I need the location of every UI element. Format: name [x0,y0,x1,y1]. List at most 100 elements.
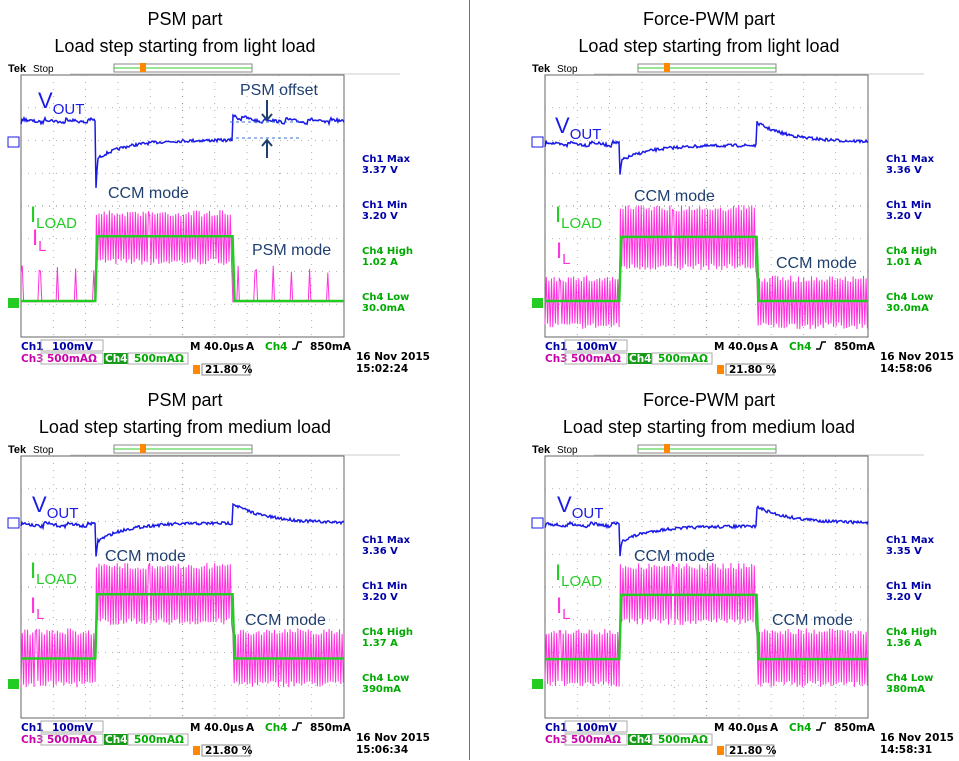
ch4-label: Ch4 [629,734,652,746]
vout-trace [20,502,345,557]
timebase: M 40.0µs [714,722,768,734]
readout-value: 30.0mA [362,303,405,314]
trigger-position-icon [664,63,670,72]
capture-time: 14:58:31 [880,744,932,756]
iload-label: ILOAD [555,560,602,590]
scope-panel: Force-PWM part Load step starting from me… [524,381,959,761]
readout-value: 380mA [886,684,925,695]
mode-label-light: PSM mode [252,242,331,259]
tek-logo: Tek [8,444,27,456]
readout-value: 3.20 V [886,592,922,603]
readout-name: Ch1 Max [362,535,411,546]
capture-date: 16 Nov 2015 [880,351,954,363]
trigger-position: 21.80 % [729,364,777,376]
vout-label: VOUT [38,88,84,118]
psm-offset-label: PSM offset [240,82,319,99]
mode-label-load: CCM mode [108,185,189,202]
ch1-label: Ch1 [21,722,44,734]
trigger-source: A [246,341,255,353]
readout-name: Ch1 Min [362,581,407,592]
ch4-scale: 500mAΩ [658,353,708,365]
readout-value: 3.36 V [362,546,398,557]
mode-label-light: CCM mode [772,612,853,629]
iload-trace [545,593,868,661]
trigger-icon [717,365,724,374]
trigger-channel: Ch4 [789,341,812,353]
trigger-level: 850mA [834,341,876,353]
ch4-scale: 500mAΩ [134,353,184,365]
timebase: M 40.0µs [190,722,244,734]
ch1-label: Ch1 [21,341,44,353]
ch3-scale: 500mAΩ [47,734,97,746]
timebase: M 40.0µs [190,341,244,353]
timebase: M 40.0µs [714,341,768,353]
trigger-position: 21.80 % [205,745,253,757]
ch4-marker [532,298,543,308]
il-trace [544,205,868,330]
readout-value: 3.20 V [362,211,398,222]
readout-name: Ch4 High [362,246,413,257]
trigger-position-icon [664,444,670,453]
trigger-icon [193,746,200,755]
capture-date: 16 Nov 2015 [356,351,430,363]
vout-trace [544,120,869,175]
ch4-label: Ch4 [105,734,128,746]
rising-edge-icon [816,722,826,731]
readout-name: Ch4 High [362,627,413,638]
iload-label: ILOAD [555,202,602,232]
panel-title: PSM part [147,9,223,29]
readout-value: 1.02 A [362,257,398,268]
readout-name: Ch1 Min [362,200,407,211]
trigger-level: 850mA [834,722,876,734]
ch3-scale: 500mAΩ [571,353,621,365]
panel-divider [469,0,470,760]
readout-value: 1.36 A [886,638,922,649]
iload-label: ILOAD [30,202,77,232]
trigger-icon [193,365,200,374]
readout-name: Ch4 Low [362,673,409,684]
acquisition-state: Stop [557,64,578,75]
offset-arrows-icon [261,100,273,158]
ch1-marker [7,517,20,529]
trigger-position-icon [140,63,146,72]
vout-trace [20,113,345,188]
iload-trace [21,593,344,660]
ch1-scale: 100mV [576,341,618,353]
trigger-channel: Ch4 [265,341,288,353]
panel-title: Force-PWM part [642,390,775,410]
ch1-marker [531,136,544,148]
readout-name: Ch4 High [886,627,937,638]
readout-value: 1.01 A [886,257,922,268]
scope-panel: PSM part Load step starting from medium l… [0,381,470,761]
acquisition-state: Stop [33,445,54,456]
ch1-marker [531,517,544,529]
trigger-channel: Ch4 [789,722,812,734]
panel-subtitle: Load step starting from medium load [38,417,332,437]
ch4-scale: 500mAΩ [134,734,184,746]
trigger-position-icon [140,444,146,453]
acquisition-state: Stop [557,445,578,456]
ch1-scale: 100mV [52,341,94,353]
acquisition-state: Stop [33,64,54,75]
il-label: IL [30,593,44,623]
ch1-label: Ch1 [545,341,568,353]
panel-subtitle: Load step starting from medium load [562,417,856,437]
ch4-label: Ch4 [105,353,128,365]
ch3-label: Ch3 [545,353,568,365]
rising-edge-icon [292,722,302,731]
readout-value: 3.37 V [362,165,398,176]
ch1-scale: 100mV [576,722,618,734]
readout-value: 3.35 V [886,546,922,557]
panel-subtitle: Load step starting from light load [578,36,840,56]
tek-logo: Tek [8,63,27,75]
ch3-scale: 500mAΩ [47,353,97,365]
ch4-label: Ch4 [629,353,652,365]
trigger-position: 21.80 % [729,745,777,757]
ch4-scale: 500mAΩ [658,734,708,746]
vout-trace [544,504,869,557]
vout-label: VOUT [32,492,78,522]
ch4-marker [8,298,19,308]
